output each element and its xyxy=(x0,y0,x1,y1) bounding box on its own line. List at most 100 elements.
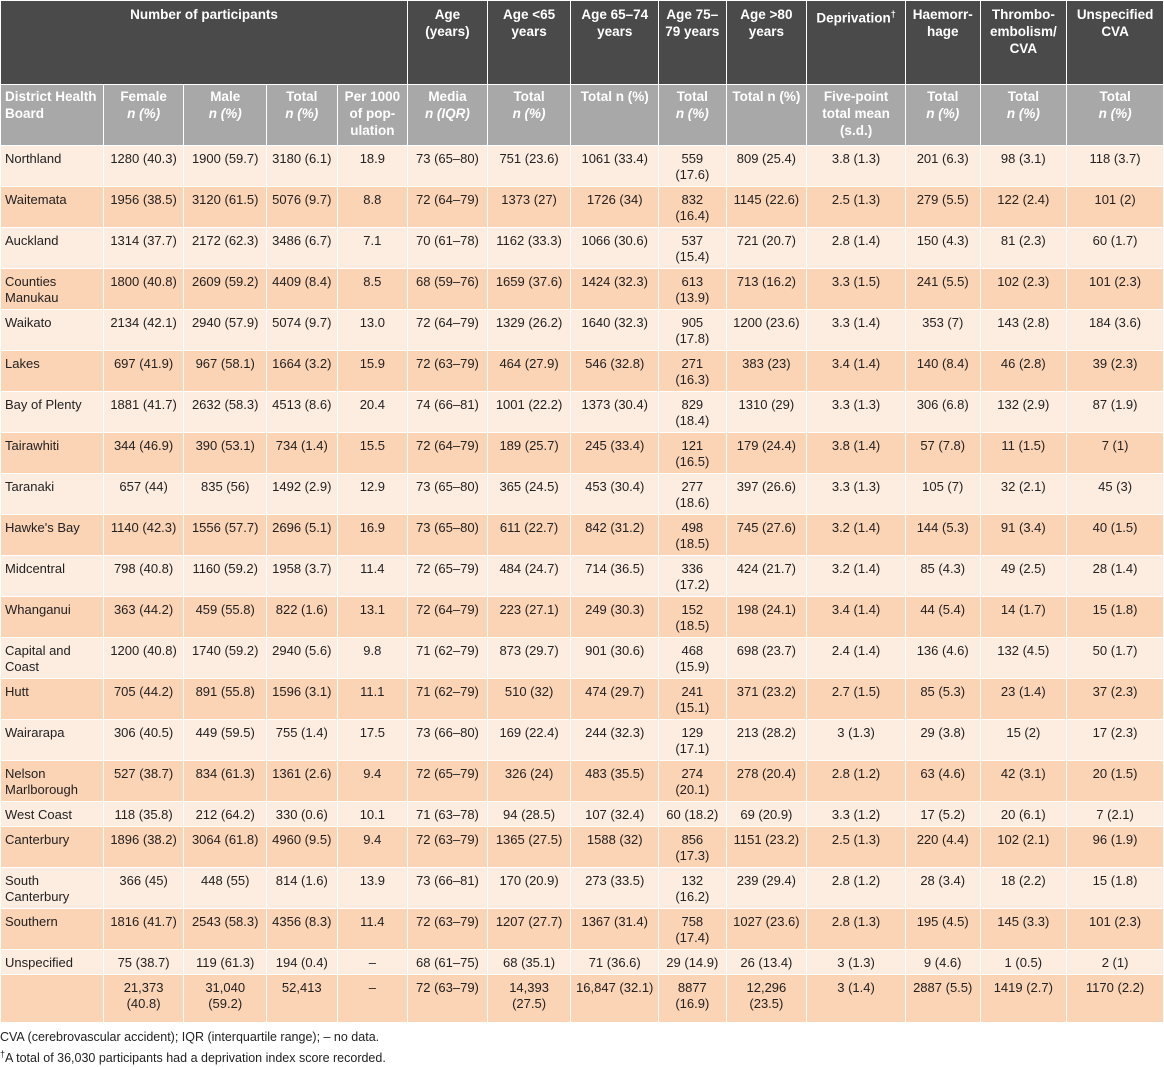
cell-age: 68 (61–75) xyxy=(407,949,488,975)
cell-name: Auckland xyxy=(0,227,104,269)
cell-gt80: 1145 (22.6) xyxy=(725,186,808,228)
cell-female: 21,373 (40.8) xyxy=(102,974,185,1023)
cell-per1000: 18.9 xyxy=(336,145,409,187)
cell-thrombo: 14 (1.7) xyxy=(979,596,1068,638)
cell-haem: 44 (5.4) xyxy=(904,596,981,638)
table-row: Whanganui 363 (44.2) 459 (55.8) 822 (1.6) 13… xyxy=(0,596,1164,638)
subheader-65-74-total: Total n (%) xyxy=(570,84,660,146)
cell-thrombo: 23 (1.4) xyxy=(979,678,1068,720)
cell-dep: 3 (1.3) xyxy=(806,949,906,975)
cell-total: 814 (1.6) xyxy=(266,867,338,909)
cell-uncva: 101 (2.3) xyxy=(1066,268,1164,310)
cell-age: 73 (65–80) xyxy=(407,145,488,187)
cell-haem: 150 (4.3) xyxy=(904,227,981,269)
cell-female: 705 (44.2) xyxy=(102,678,185,720)
table-row: Auckland 1314 (37.7) 2172 (62.3) 3486 (6.7)… xyxy=(0,227,1164,269)
header-number-of-participants: Number of participants xyxy=(0,0,409,85)
cell-total: 3486 (6.7) xyxy=(266,227,338,269)
cell-a7579: 152 (18.5) xyxy=(658,596,727,638)
subheader-over-80-total: Total n (%) xyxy=(725,84,808,146)
table-row: Wairarapa 306 (40.5) 449 (59.5) 755 (1.4) 17… xyxy=(0,719,1164,761)
table-row: Lakes 697 (41.9) 967 (58.1) 1664 (3.2) 15.9 7… xyxy=(0,350,1164,392)
cell-total: 1958 (3.7) xyxy=(266,555,338,597)
cell-a7579: 8877 (16.9) xyxy=(658,974,727,1023)
footnote-abbreviations: CVA (cerebrovascular accident); IQR (int… xyxy=(0,1030,380,1044)
cell-per1000: 13.1 xyxy=(336,596,409,638)
cell-uncva: 39 (2.3) xyxy=(1066,350,1164,392)
cell-uncva: 2 (1) xyxy=(1066,949,1164,975)
cell-dep: 3.8 (1.3) xyxy=(806,145,906,187)
cell-female: 1314 (37.7) xyxy=(102,227,185,269)
cell-lt65: 751 (23.6) xyxy=(486,145,572,187)
cell-uncva: 60 (1.7) xyxy=(1066,227,1164,269)
cell-name: Lakes xyxy=(0,350,104,392)
cell-a7579: 132 (16.2) xyxy=(658,867,727,909)
cell-gt80: 26 (13.4) xyxy=(725,949,808,975)
cell-name: Southern xyxy=(0,908,104,950)
cell-lt65: 169 (22.4) xyxy=(486,719,572,761)
cell-thrombo: 143 (2.8) xyxy=(979,309,1068,351)
cell-gt80: 713 (16.2) xyxy=(725,268,808,310)
cell-name: Capital and Coast xyxy=(0,637,104,679)
cell-gt80: 69 (20.9) xyxy=(725,801,808,827)
header-age-over-80: Age >80 years xyxy=(725,0,808,85)
header-age-65-74: Age 65–74 years xyxy=(570,0,660,85)
table-row: Hawke's Bay 1140 (42.3) 1556 (57.7) 2696 (5… xyxy=(0,514,1164,556)
cell-haem: 353 (7) xyxy=(904,309,981,351)
cell-uncva: 15 (1.8) xyxy=(1066,867,1164,909)
cell-haem: 241 (5.5) xyxy=(904,268,981,310)
cell-a7579: 498 (18.5) xyxy=(658,514,727,556)
cell-dep: 3 (1.3) xyxy=(806,719,906,761)
cell-name: Northland xyxy=(0,145,104,187)
cell-a6574: 245 (33.4) xyxy=(570,432,660,474)
cell-dep: 3.3 (1.3) xyxy=(806,473,906,515)
cell-per1000: 13.9 xyxy=(336,867,409,909)
cell-a7579: 613 (13.9) xyxy=(658,268,727,310)
cell-lt65: 1162 (33.3) xyxy=(486,227,572,269)
cell-name: Waitemata xyxy=(0,186,104,228)
cell-female: 75 (38.7) xyxy=(102,949,185,975)
cell-female: 1280 (40.3) xyxy=(102,145,185,187)
cell-thrombo: 15 (2) xyxy=(979,719,1068,761)
cell-gt80: 179 (24.4) xyxy=(725,432,808,474)
cell-total: 4513 (8.6) xyxy=(266,391,338,433)
cell-a7579: 274 (20.1) xyxy=(658,760,727,802)
cell-dep: 2.7 (1.5) xyxy=(806,678,906,720)
cell-uncva: 7 (1) xyxy=(1066,432,1164,474)
cell-uncva: 15 (1.8) xyxy=(1066,596,1164,638)
cell-total: 4356 (8.3) xyxy=(266,908,338,950)
cell-female: 527 (38.7) xyxy=(102,760,185,802)
cell-gt80: 1200 (23.6) xyxy=(725,309,808,351)
cell-a6574: 1424 (32.3) xyxy=(570,268,660,310)
header-unspecified-cva: Unspecified CVA xyxy=(1066,0,1164,85)
cell-lt65: 484 (24.7) xyxy=(486,555,572,597)
cell-lt65: 365 (24.5) xyxy=(486,473,572,515)
cell-male: 2172 (62.3) xyxy=(183,227,268,269)
cell-lt65: 1329 (26.2) xyxy=(486,309,572,351)
cell-dep: 3.3 (1.5) xyxy=(806,268,906,310)
subheader-five-point: Five-point total mean (s.d.) xyxy=(806,84,906,146)
cell-age: 71 (63–78) xyxy=(407,801,488,827)
subheader-dhb: District Health Board xyxy=(0,84,104,146)
cell-uncva: 28 (1.4) xyxy=(1066,555,1164,597)
cell-haem: 63 (4.6) xyxy=(904,760,981,802)
table-row: West Coast 118 (35.8) 212 (64.2) 330 (0.6) 1… xyxy=(0,801,1164,827)
cell-a6574: 483 (35.5) xyxy=(570,760,660,802)
cell-female: 118 (35.8) xyxy=(102,801,185,827)
cell-age: 72 (65–79) xyxy=(407,555,488,597)
cell-haem: 144 (5.3) xyxy=(904,514,981,556)
cell-uncva: 20 (1.5) xyxy=(1066,760,1164,802)
table-row: Waitemata 1956 (38.5) 3120 (61.5) 5076 (9.7… xyxy=(0,186,1164,228)
cell-thrombo: 1 (0.5) xyxy=(979,949,1068,975)
cell-gt80: 698 (23.7) xyxy=(725,637,808,679)
cell-a6574: 546 (32.8) xyxy=(570,350,660,392)
cell-female: 1816 (41.7) xyxy=(102,908,185,950)
cell-a6574: 71 (36.6) xyxy=(570,949,660,975)
cell-gt80: 1151 (23.2) xyxy=(725,826,808,868)
subheader-per-1000: Per 1000 of pop-ulation xyxy=(336,84,409,146)
cell-name: Waikato xyxy=(0,309,104,351)
cell-a6574: 1640 (32.3) xyxy=(570,309,660,351)
cell-per1000: – xyxy=(336,949,409,975)
cell-a6574: 1726 (34) xyxy=(570,186,660,228)
